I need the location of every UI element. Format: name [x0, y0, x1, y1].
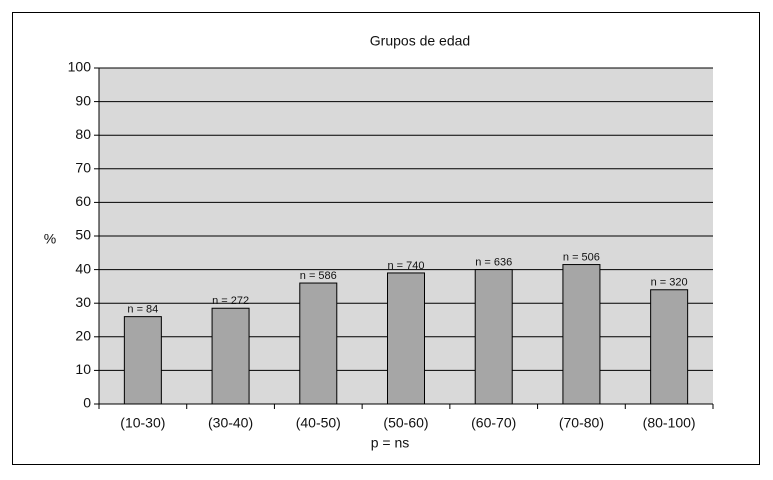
- bar: [562, 264, 601, 405]
- y-tick-label: 0: [83, 395, 91, 411]
- y-axis-label: %: [44, 231, 56, 247]
- y-tick-label: 30: [75, 294, 91, 310]
- x-tick-label: (70-80): [559, 415, 604, 431]
- y-tick-label: 20: [75, 328, 91, 344]
- bar: [299, 282, 338, 405]
- bar-label: n = 506: [563, 251, 600, 263]
- y-tick-label: 70: [75, 160, 91, 176]
- y-tick-label: 10: [75, 361, 91, 377]
- x-tick-label: (10-30): [120, 415, 165, 431]
- y-tick-label: 60: [75, 193, 91, 209]
- bar-label: n = 636: [475, 257, 512, 269]
- y-tick-label: 100: [68, 59, 92, 75]
- bar: [211, 307, 250, 405]
- y-tick-label: 80: [75, 126, 91, 142]
- bar-label: n = 586: [300, 270, 337, 282]
- bar: [650, 289, 689, 405]
- x-axis-label: p = ns: [371, 435, 410, 451]
- y-tick-label: 90: [75, 92, 91, 108]
- chart-title: Grupos de edad: [370, 33, 470, 49]
- bar-label: n = 740: [387, 260, 424, 272]
- x-tick-label: (80-100): [643, 415, 696, 431]
- x-tick-label: (30-40): [208, 415, 253, 431]
- x-tick-label: (60-70): [471, 415, 516, 431]
- y-tick-label: 40: [75, 260, 91, 276]
- bar-label: n = 84: [127, 304, 158, 316]
- x-tick-label: (40-50): [296, 415, 341, 431]
- bar-label: n = 272: [212, 295, 249, 307]
- bar: [387, 272, 425, 405]
- y-tick-label: 50: [75, 227, 91, 243]
- bar: [123, 316, 162, 405]
- x-tick-label: (50-60): [383, 415, 428, 431]
- bar: [474, 269, 513, 405]
- bar-label: n = 320: [651, 277, 688, 289]
